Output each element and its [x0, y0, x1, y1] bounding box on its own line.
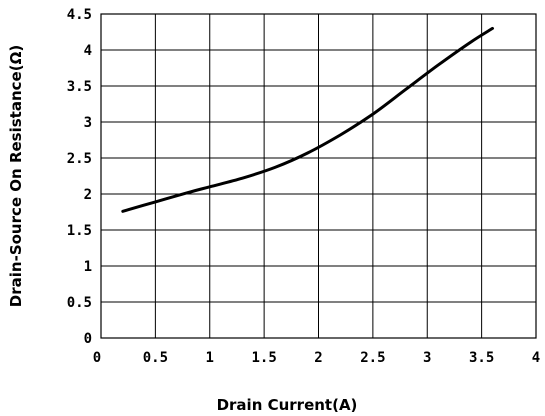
y-tick-label: 2.5: [67, 151, 92, 167]
y-tick-label: 4: [84, 43, 92, 59]
x-tick-label: 3.5: [469, 350, 494, 366]
x-axis-label: Drain Current(A): [217, 396, 358, 414]
x-tick-label: 0.5: [143, 350, 168, 366]
x-tick-label: 0: [93, 350, 101, 366]
x-tick-label: 2.5: [360, 350, 385, 366]
x-axis-ticks: 0 0.5 1 1.5 2 2.5 3 3.5 4: [93, 350, 540, 366]
x-tick-label: 2: [314, 350, 322, 366]
y-tick-label: 1: [84, 259, 92, 275]
y-tick-label: 3.5: [67, 79, 92, 95]
y-tick-label: 0.5: [67, 295, 92, 311]
x-tick-label: 1: [206, 350, 214, 366]
y-tick-label: 3: [84, 115, 92, 131]
y-tick-label: 0: [84, 331, 92, 347]
y-tick-label: 1.5: [67, 223, 92, 239]
y-tick-label: 4.5: [67, 7, 92, 23]
plot-frame: [100, 13, 537, 339]
y-tick-label: 2: [84, 187, 92, 203]
x-tick-label: 1.5: [251, 350, 276, 366]
y-axis-label: Drain-Source On Resistance(Ω): [7, 45, 25, 307]
grid: [100, 13, 537, 339]
y-axis-ticks: 0 0.5 1 1.5 2 2.5 3 3.5 4 4.5: [67, 7, 92, 347]
x-tick-label: 3: [423, 350, 431, 366]
x-tick-label: 4: [532, 350, 540, 366]
series-line: [121, 26, 494, 213]
